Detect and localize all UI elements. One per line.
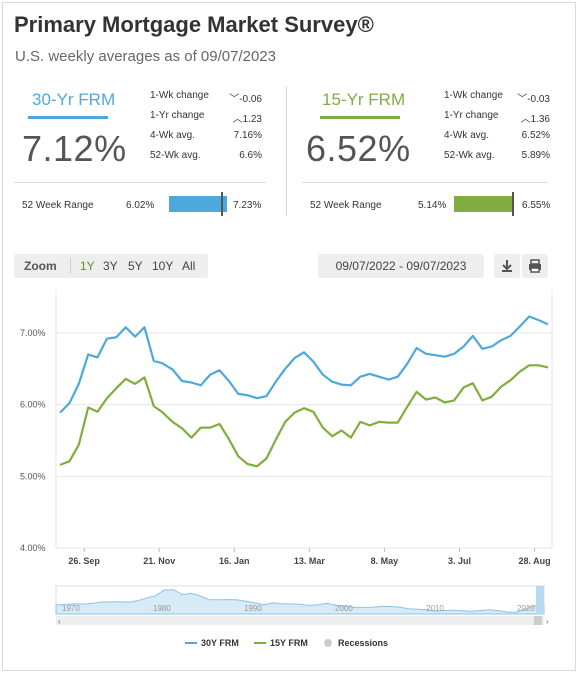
stat-1yr-change: 1-Yr change ︿1.23 bbox=[150, 110, 262, 125]
divider bbox=[14, 182, 266, 183]
scrollbar-thumb bbox=[534, 616, 542, 625]
frm30-range: 52 Week Range 6.02% 7.23% bbox=[18, 192, 274, 216]
stat-52wk-avg: 52-Wk avg. 5.89% bbox=[444, 150, 550, 161]
zoom-1y-button[interactable]: 1Y bbox=[80, 259, 95, 273]
print-button[interactable] bbox=[522, 254, 548, 278]
x-tick-label: 21. Nov bbox=[143, 556, 175, 566]
y-tick-label: 6.00% bbox=[20, 400, 46, 410]
navigator-label: 2000 bbox=[335, 604, 353, 613]
stat-1wk-change: 1-Wk change ﹀-0.03 bbox=[444, 90, 550, 105]
scroll-right-arrow: › bbox=[546, 617, 549, 626]
line-chart: 4.00% 5.00% 6.00% 7.00% 26. Sep 21. Nov 16. J… bbox=[20, 290, 553, 566]
frm30-underline bbox=[28, 116, 108, 119]
legend-swatch bbox=[254, 642, 266, 644]
print-icon bbox=[529, 259, 541, 273]
range-bar bbox=[169, 196, 227, 212]
page-title: Primary Mortgage Market Survey® bbox=[14, 12, 374, 37]
legend-swatch bbox=[324, 639, 332, 647]
toolbar-divider bbox=[70, 258, 71, 274]
range-navigator[interactable]: 1970 1980 1990 2000 2010 2020 ‹ › bbox=[0, 584, 578, 634]
x-tick-label: 26. Sep bbox=[68, 556, 100, 566]
frm15-panel: 15-Yr FRM 6.52% 1-Wk change ﹀-0.03 1-Yr … bbox=[306, 86, 562, 216]
x-tick-label: 3. Jul bbox=[448, 556, 471, 566]
stat-52wk-avg: 52-Wk avg. 6.6% bbox=[150, 150, 262, 161]
current-marker bbox=[512, 192, 514, 216]
series-line-30y bbox=[59, 315, 549, 414]
chevron-up-icon: ︿ bbox=[232, 114, 243, 125]
frm30-stats: 1-Wk change ﹀-0.06 1-Yr change ︿1.23 4-W… bbox=[150, 86, 262, 166]
frm30-panel: 30-Yr FRM 7.12% 1-Wk change ﹀-0.06 1-Yr … bbox=[22, 86, 278, 216]
y-tick-label: 5.00% bbox=[20, 471, 46, 481]
series-line-15y bbox=[59, 364, 549, 468]
stat-1yr-change: 1-Yr change ︿1.36 bbox=[444, 110, 550, 125]
y-tick-label: 7.00% bbox=[20, 328, 46, 338]
current-marker bbox=[221, 192, 223, 216]
frm15-title: 15-Yr FRM bbox=[322, 90, 406, 109]
navigator-selection bbox=[536, 586, 544, 614]
download-button[interactable] bbox=[494, 254, 520, 278]
divider bbox=[302, 182, 548, 183]
x-tick-label: 13. Mar bbox=[294, 556, 326, 566]
navigator-scrollbar bbox=[56, 616, 544, 625]
zoom-label: Zoom bbox=[24, 259, 57, 273]
scroll-left-arrow: ‹ bbox=[58, 617, 61, 626]
zoom-5y-button[interactable]: 5Y bbox=[128, 259, 143, 273]
chevron-up-icon: ︿ bbox=[520, 114, 531, 125]
zoom-3y-button[interactable]: 3Y bbox=[103, 259, 118, 273]
frm30-rate: 7.12% bbox=[22, 128, 127, 169]
navigator-label: 1980 bbox=[153, 604, 171, 613]
navigator-label: 2020 bbox=[517, 604, 535, 613]
zoom-10y-button[interactable]: 10Y bbox=[152, 259, 174, 273]
chevron-down-icon: ﹀ bbox=[229, 94, 240, 105]
stat-4wk-avg: 4-Wk avg. 7.16% bbox=[150, 130, 262, 141]
legend-swatch bbox=[185, 642, 197, 644]
navigator-label: 1990 bbox=[244, 604, 262, 613]
zoom-toolbar: Zoom 1Y 3Y 5Y 10Y All bbox=[14, 254, 208, 278]
stat-4wk-avg: 4-Wk avg. 6.52% bbox=[444, 130, 550, 141]
stat-1wk-change: 1-Wk change ﹀-0.06 bbox=[150, 90, 262, 105]
navigator-label: 1970 bbox=[62, 604, 80, 613]
frm15-underline bbox=[320, 116, 400, 119]
frm30-title: 30-Yr FRM bbox=[32, 90, 116, 109]
x-tick-label: 28. Aug bbox=[518, 556, 550, 566]
panel-divider bbox=[286, 86, 287, 216]
frm15-stats: 1-Wk change ﹀-0.03 1-Yr change ︿1.36 4-W… bbox=[444, 86, 550, 166]
x-tick-label: 8. May bbox=[371, 556, 399, 566]
frm15-rate: 6.52% bbox=[306, 128, 411, 169]
zoom-all-button[interactable]: All bbox=[182, 259, 196, 273]
page-subtitle: U.S. weekly averages as of 09/07/2023 bbox=[15, 48, 276, 65]
navigator-label: 2010 bbox=[426, 604, 444, 613]
navigator-series bbox=[55, 589, 545, 615]
download-icon bbox=[502, 260, 512, 272]
date-range-input[interactable]: 09/07/2022 - 09/07/2023 bbox=[318, 254, 484, 278]
chevron-down-icon: ﹀ bbox=[517, 94, 528, 105]
range-bar bbox=[454, 196, 512, 212]
frm15-range: 52 Week Range 5.14% 6.55% bbox=[306, 192, 562, 216]
y-tick-label: 4.00% bbox=[20, 543, 46, 553]
x-tick-label: 16. Jan bbox=[219, 556, 250, 566]
